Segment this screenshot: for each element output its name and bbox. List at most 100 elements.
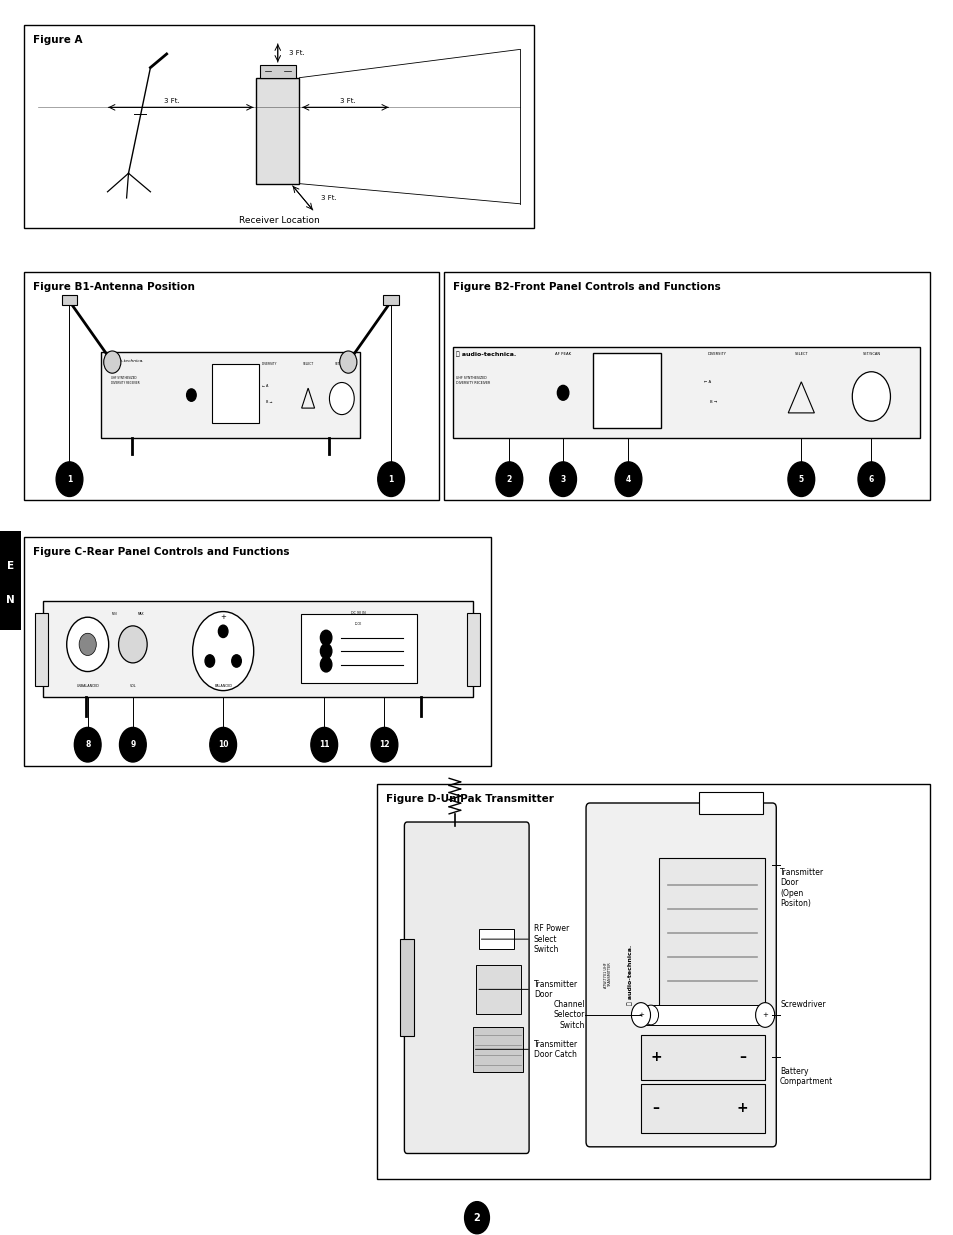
Bar — [640, 1083, 764, 1132]
Circle shape — [549, 462, 576, 496]
Bar — [24, 25, 534, 228]
Text: Transmitter
Door Catch: Transmitter Door Catch — [475, 1040, 578, 1060]
Text: Receiver Location: Receiver Location — [238, 216, 319, 225]
Bar — [24, 537, 491, 766]
Bar — [593, 352, 660, 427]
Bar — [699, 792, 762, 814]
Circle shape — [339, 351, 356, 373]
Circle shape — [329, 383, 354, 415]
Text: SET/SCAN: SET/SCAN — [335, 362, 349, 366]
Text: 10: 10 — [217, 740, 228, 750]
FancyBboxPatch shape — [585, 803, 776, 1147]
Circle shape — [755, 1003, 774, 1028]
Circle shape — [119, 727, 146, 762]
Bar — [383, 295, 398, 305]
Circle shape — [193, 611, 253, 690]
Text: 9: 9 — [131, 740, 135, 750]
Text: E: E — [7, 561, 14, 571]
Text: MIN: MIN — [112, 611, 117, 615]
Bar — [300, 614, 416, 683]
Text: Channel
Selector
Switch: Channel Selector Switch — [553, 1000, 584, 1030]
Text: 1: 1 — [388, 474, 394, 484]
Text: DIVERSITY: DIVERSITY — [707, 352, 726, 356]
Circle shape — [631, 1003, 650, 1028]
Text: 3 Ft.: 3 Ft. — [321, 195, 336, 201]
Circle shape — [79, 634, 96, 656]
Text: +: + — [737, 1102, 748, 1115]
Text: Figure B2-Front Panel Controls and Functions: Figure B2-Front Panel Controls and Funct… — [453, 282, 720, 291]
Bar — [212, 364, 258, 422]
Text: ← A: ← A — [703, 380, 711, 384]
Bar — [476, 965, 521, 1014]
Circle shape — [851, 372, 889, 421]
Text: 1: 1 — [67, 474, 72, 484]
Circle shape — [187, 389, 196, 401]
Text: 3 Ft.: 3 Ft. — [289, 49, 305, 56]
Text: 12: 12 — [378, 740, 389, 750]
Text: Transmitter
Door: Transmitter Door — [478, 979, 578, 999]
Text: audio-technica.: audio-technica. — [111, 358, 145, 363]
Text: 3: 3 — [560, 474, 565, 484]
Text: +: + — [638, 1011, 643, 1018]
Circle shape — [218, 625, 228, 637]
Circle shape — [311, 727, 337, 762]
Text: B →: B → — [709, 400, 716, 404]
Circle shape — [67, 618, 109, 672]
Text: LOCK: LOCK — [355, 622, 362, 626]
Circle shape — [377, 462, 404, 496]
Circle shape — [104, 351, 121, 373]
Circle shape — [464, 1202, 489, 1234]
Text: Figure D-UniPak Transmitter: Figure D-UniPak Transmitter — [386, 794, 554, 804]
Text: +: + — [649, 1050, 661, 1065]
Text: Battery
Compartment: Battery Compartment — [780, 1067, 833, 1087]
Text: 6: 6 — [868, 474, 873, 484]
Circle shape — [320, 657, 332, 672]
Bar — [659, 858, 764, 1008]
Text: ← A: ← A — [262, 384, 268, 388]
Text: DIVERSITY: DIVERSITY — [261, 362, 276, 366]
Bar — [255, 78, 299, 184]
Text: 5: 5 — [798, 474, 803, 484]
Circle shape — [118, 626, 147, 663]
Text: 2: 2 — [473, 1213, 480, 1223]
Text: VOL: VOL — [130, 683, 136, 688]
Text: 11: 11 — [318, 740, 329, 750]
Bar — [478, 930, 514, 948]
Circle shape — [232, 655, 241, 667]
Circle shape — [74, 727, 101, 762]
Circle shape — [371, 727, 397, 762]
Text: +: + — [220, 614, 226, 620]
Text: Figure B1-Antenna Position: Figure B1-Antenna Position — [33, 282, 195, 291]
Bar — [24, 272, 438, 500]
Circle shape — [642, 1005, 658, 1025]
Text: Figure C-Rear Panel Controls and Functions: Figure C-Rear Panel Controls and Functio… — [33, 547, 290, 557]
Text: 3 Ft.: 3 Ft. — [164, 98, 179, 104]
Circle shape — [56, 462, 83, 496]
Text: RF Power
Select
Switch: RF Power Select Switch — [481, 924, 569, 955]
Text: ATW-T701 UHF
TRANSMITTER: ATW-T701 UHF TRANSMITTER — [603, 962, 612, 988]
Text: 3 Ft.: 3 Ft. — [339, 98, 355, 104]
Text: UHF SYNTHESIZED
DIVERSITY RECEIVER: UHF SYNTHESIZED DIVERSITY RECEIVER — [111, 375, 139, 384]
Text: Screwdriver: Screwdriver — [780, 1000, 825, 1009]
Circle shape — [857, 462, 883, 496]
Bar — [376, 784, 929, 1179]
Bar — [100, 352, 359, 438]
Text: ⓐ audio-technica.: ⓐ audio-technica. — [626, 945, 632, 1005]
Circle shape — [615, 462, 641, 496]
Text: Transmitter
Door
(Open
Positon): Transmitter Door (Open Positon) — [780, 868, 823, 908]
Bar — [43, 601, 472, 697]
Circle shape — [205, 655, 214, 667]
Text: N: N — [6, 595, 15, 605]
Circle shape — [320, 643, 332, 658]
Bar — [62, 295, 77, 305]
Bar — [472, 1026, 522, 1072]
Bar — [466, 613, 479, 685]
Text: ⓐ audio-technica.: ⓐ audio-technica. — [456, 352, 516, 357]
Text: Figure A: Figure A — [33, 35, 83, 44]
Text: SET/SCAN: SET/SCAN — [862, 352, 880, 356]
Bar — [640, 1005, 764, 1025]
Bar — [640, 1035, 764, 1079]
Text: MAX: MAX — [137, 611, 144, 615]
Circle shape — [787, 462, 814, 496]
Text: –: – — [739, 1050, 745, 1065]
